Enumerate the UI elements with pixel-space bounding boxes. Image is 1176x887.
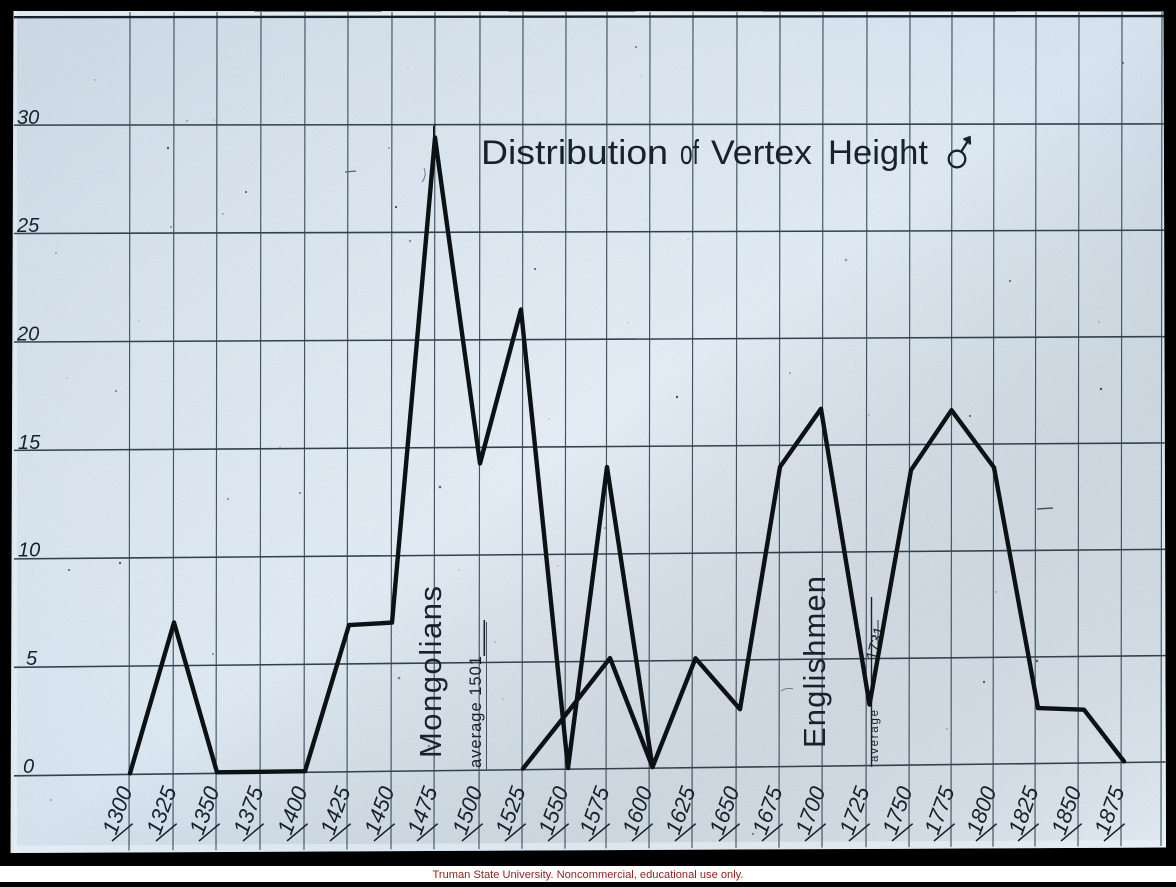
svg-text:Vertex: Vertex — [711, 134, 812, 172]
svg-text:5: 5 — [26, 648, 38, 670]
svg-text:average 1501: average 1501 — [467, 656, 485, 768]
svg-text:15: 15 — [18, 432, 41, 454]
svg-text:Englishmen: Englishmen — [797, 576, 832, 748]
svg-text:30: 30 — [17, 107, 39, 129]
svg-text:25: 25 — [16, 215, 40, 237]
svg-text:0: 0 — [23, 756, 34, 778]
svg-text:Mongolians: Mongolians — [413, 586, 448, 758]
svg-text:Distribution: Distribution — [481, 134, 668, 172]
svg-text:20: 20 — [16, 324, 39, 346]
svg-text:10: 10 — [18, 540, 40, 562]
svg-text:Truman State University. Nonc: Truman State University. Noncommercial, … — [433, 869, 744, 881]
svg-text:average: average — [869, 710, 881, 762]
svg-text:Height: Height — [828, 134, 929, 172]
svg-text:of: of — [680, 134, 699, 172]
